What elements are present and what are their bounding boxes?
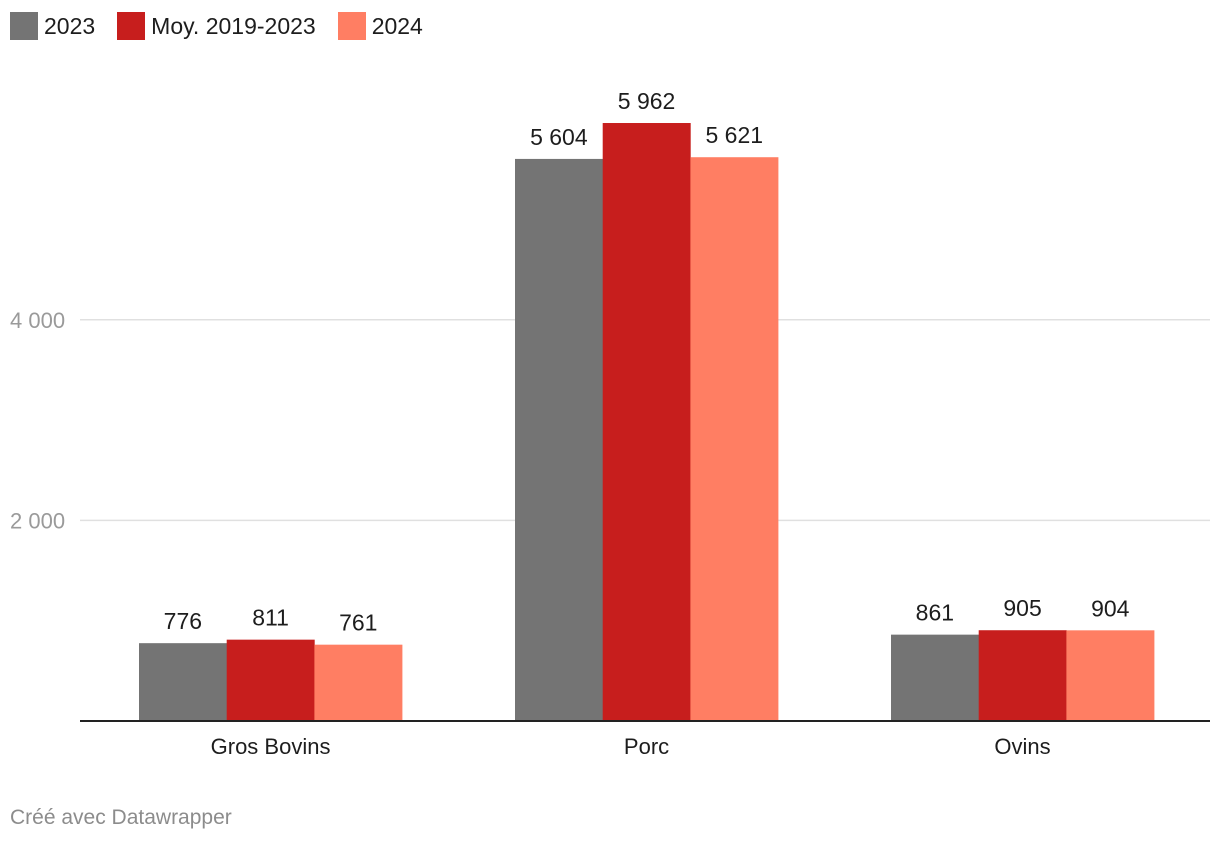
bar [226, 639, 315, 721]
datawrapper-credit: Créé avec Datawrapper [10, 806, 232, 829]
legend-label-2023: 2023 [44, 12, 96, 39]
bar [515, 158, 603, 721]
bar-value-label: 861 [916, 600, 954, 626]
bar-value-label: 905 [1003, 595, 1041, 621]
bar [978, 630, 1067, 721]
chart-legend: 2023 Moy. 2019-2023 2024 [10, 10, 445, 42]
x-category-label: Porc [624, 734, 669, 759]
legend-swatch-2024 [337, 12, 366, 40]
bar-value-label: 761 [339, 610, 377, 636]
x-category-label: Ovins [994, 734, 1050, 759]
bar [1066, 630, 1155, 721]
bar [314, 644, 403, 721]
bar [690, 157, 779, 722]
y-tick-label: 4 000 [10, 308, 65, 333]
y-tick-label: 2 000 [10, 508, 65, 533]
legend-swatch-moy-2019-2023 [117, 12, 146, 40]
bar-value-label: 5 621 [705, 122, 763, 148]
bar-chart: 2 000 4 000 776 811 761 Gros Bovins 5 604 5 962… [10, 88, 1210, 759]
bar [891, 634, 979, 721]
bar-value-label: 5 962 [618, 88, 676, 114]
bar [139, 643, 227, 721]
legend-label-2024: 2024 [371, 12, 423, 39]
legend-item-2023: 2023 [10, 12, 95, 40]
bar-value-label: 904 [1091, 595, 1130, 621]
legend-item-2024: 2024 [337, 12, 423, 40]
bar-value-label: 811 [252, 605, 289, 631]
bar [602, 123, 691, 721]
bar-value-label: 776 [164, 608, 202, 634]
bar-value-label: 5 604 [530, 124, 588, 150]
legend-item-moy-2019-2023: Moy. 2019-2023 [117, 12, 316, 40]
x-category-label: Gros Bovins [211, 734, 331, 759]
legend-swatch-2023 [10, 12, 38, 40]
legend-label-moy-2019-2023: Moy. 2019-2023 [151, 12, 316, 39]
